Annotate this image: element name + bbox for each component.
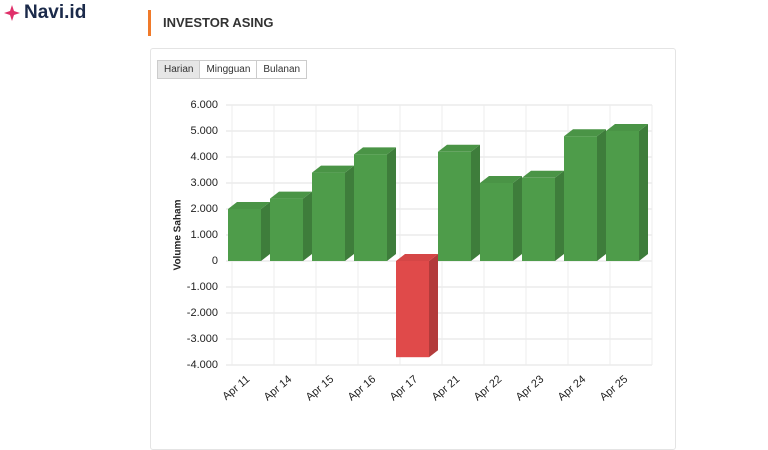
bar-top — [480, 176, 522, 183]
x-tick-label: Apr 17 — [388, 373, 421, 403]
y-tick-label: -4.000 — [187, 359, 218, 371]
bar — [396, 261, 429, 358]
bar-top — [354, 147, 396, 155]
bar-side — [597, 129, 606, 261]
y-tick-label: -3.000 — [187, 333, 218, 345]
x-tick-label: Apr 24 — [556, 373, 589, 403]
bar-top — [396, 254, 438, 261]
bar — [270, 198, 303, 261]
bar — [438, 151, 471, 261]
y-tick-label: -1.000 — [187, 281, 218, 293]
bar — [606, 131, 639, 261]
tab[interactable]: Bulanan — [256, 60, 308, 79]
x-tick-label: Apr 23 — [514, 373, 547, 403]
bar — [564, 136, 597, 261]
y-tick-label: 2.000 — [190, 203, 218, 215]
bar-top — [312, 165, 354, 173]
bar-side — [387, 147, 396, 261]
section-title: INVESTOR ASING — [148, 10, 274, 36]
y-tick-label: 1.000 — [190, 229, 218, 241]
bar-side — [555, 170, 564, 261]
logo[interactable]: Navi.id — [4, 2, 86, 24]
bar-side — [261, 202, 270, 261]
bar-side — [513, 176, 522, 261]
page: Navi.id INVESTOR ASING Harian Mingguan B… — [4, 2, 676, 450]
bar-side — [345, 165, 354, 261]
tab[interactable]: Harian — [157, 60, 201, 79]
x-tick-label: Apr 14 — [262, 373, 295, 403]
bar-side — [471, 144, 480, 261]
bar — [228, 209, 261, 261]
logo-icon — [4, 5, 20, 21]
x-tick-label: Apr 15 — [304, 373, 337, 403]
bar-side — [639, 124, 648, 261]
bar-side — [429, 254, 438, 358]
logo-text: Navi.id — [24, 2, 87, 23]
tab[interactable]: Mingguan — [199, 60, 258, 79]
chart: Volume Saham -4.000 -3.000 -2.000 -1.000 0 1.… — [173, 99, 653, 403]
x-tick-label: Apr 11 — [220, 373, 252, 403]
bar — [354, 154, 387, 261]
bar-top — [606, 124, 648, 131]
bar-top — [438, 144, 480, 152]
x-tick-label: Apr 16 — [346, 373, 379, 403]
y-axis-title: Volume Saham — [173, 199, 184, 270]
y-tick-label: 4.000 — [190, 151, 218, 163]
bar — [312, 172, 345, 261]
bar-top — [228, 202, 270, 209]
x-tick-label: Apr 22 — [472, 373, 505, 403]
bar-top — [564, 129, 606, 137]
bar — [522, 177, 555, 261]
y-tick-label: 0 — [212, 255, 218, 267]
x-tick-label: Apr 21 — [430, 373, 463, 403]
bar — [480, 183, 513, 261]
tabs: Harian Mingguan Bulanan — [157, 60, 308, 79]
y-tick-label: 5.000 — [190, 125, 218, 137]
y-tick-label: 6.000 — [190, 99, 218, 111]
bar-top — [522, 170, 564, 178]
bar-top — [270, 191, 312, 199]
y-tick-label: -2.000 — [187, 307, 218, 319]
y-tick-label: 3.000 — [190, 177, 218, 189]
x-tick-label: Apr 25 — [598, 373, 631, 403]
bar-side — [303, 191, 312, 261]
